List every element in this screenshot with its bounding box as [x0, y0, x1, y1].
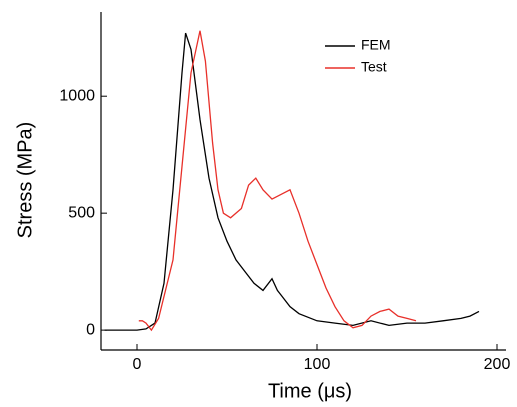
- x-tick-label: 200: [484, 356, 511, 373]
- y-axis-title: Stress (MPa): [14, 122, 36, 239]
- x-axis-title: Time (μs): [268, 380, 352, 402]
- y-tick-label: 1000: [59, 87, 95, 104]
- x-tick-label: 100: [304, 356, 331, 373]
- legend-label: FEM: [361, 37, 391, 53]
- data-line: [104, 32, 480, 331]
- x-tick-label: 0: [133, 356, 142, 373]
- y-tick-label: 0: [86, 321, 95, 338]
- y-tick-label: 500: [68, 204, 95, 221]
- data-line: [138, 30, 417, 332]
- legend-label: Test: [361, 59, 387, 75]
